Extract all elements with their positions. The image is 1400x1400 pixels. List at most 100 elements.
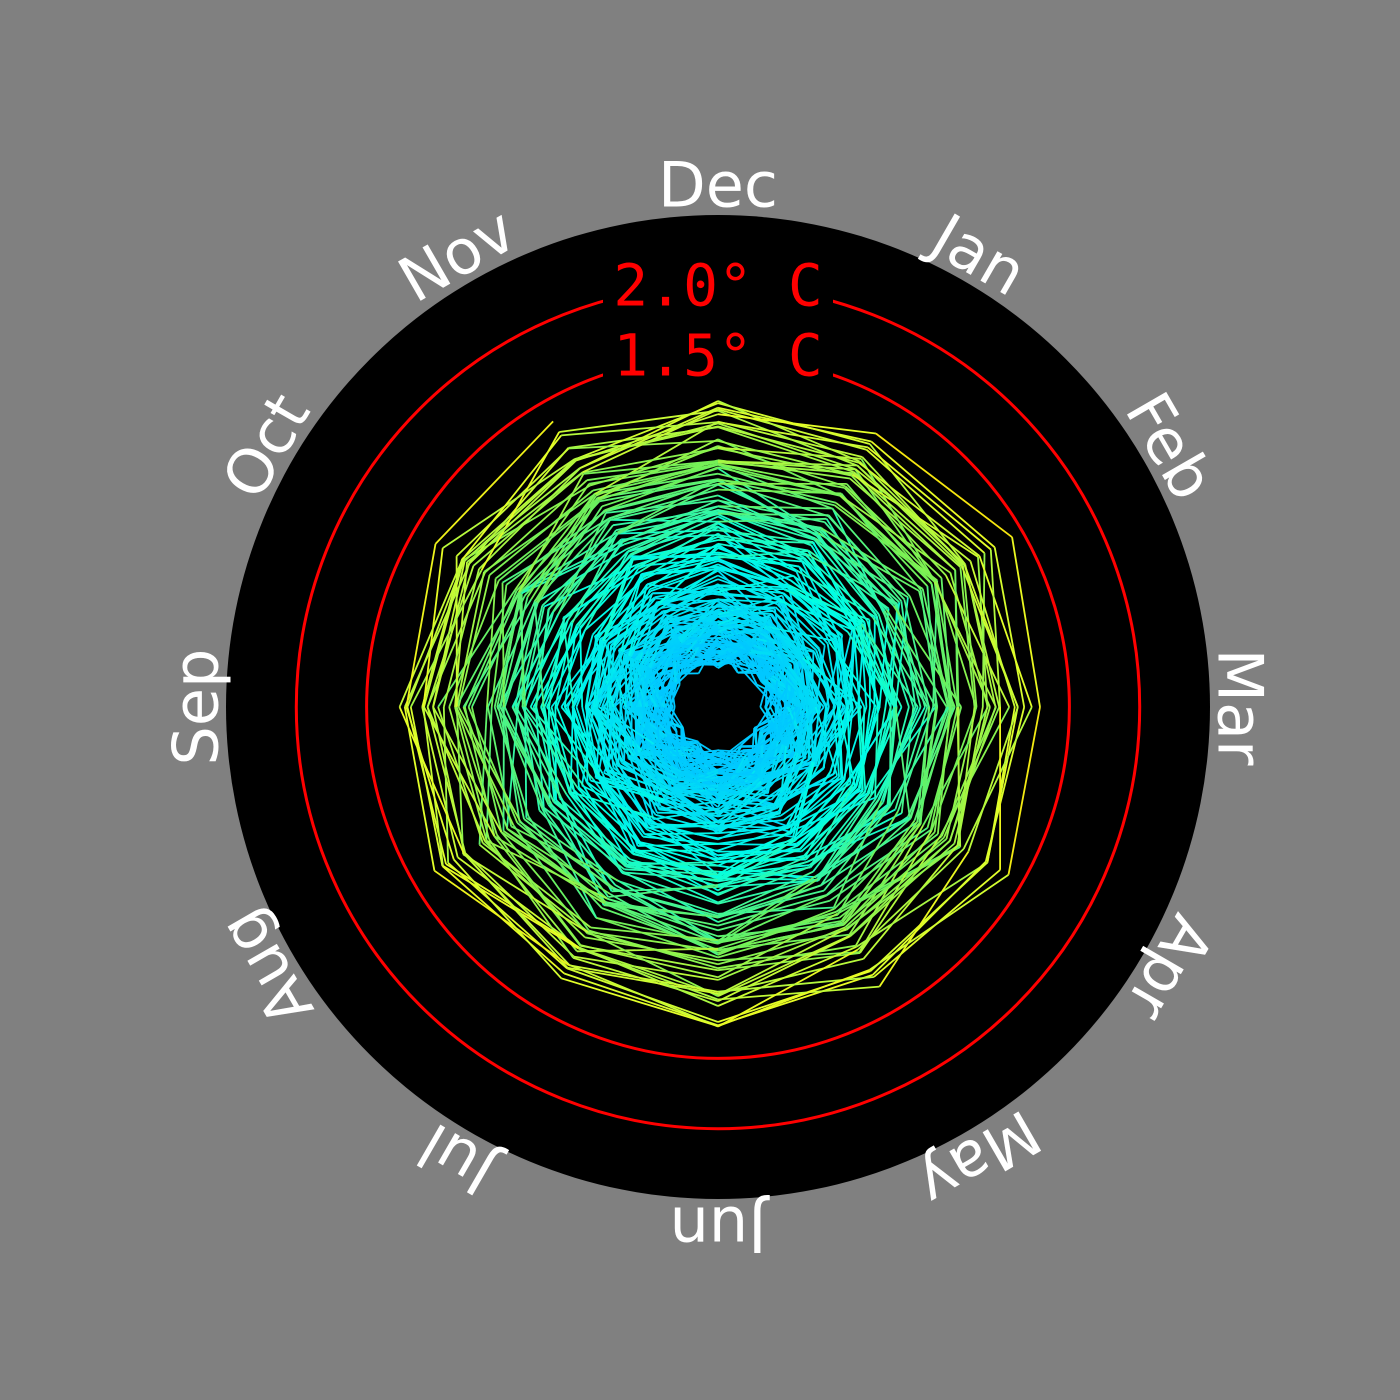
spiral-segment bbox=[717, 642, 750, 655]
spiral-segment bbox=[762, 680, 802, 708]
spiral-segment bbox=[806, 812, 903, 863]
spiral-segment bbox=[717, 478, 841, 496]
spiral-segment bbox=[618, 620, 669, 651]
spiral-segment bbox=[837, 810, 899, 916]
spiral-segment bbox=[454, 562, 468, 708]
spiral-segment bbox=[857, 706, 864, 791]
spiral-segment bbox=[523, 618, 566, 708]
spiral-segment bbox=[410, 569, 483, 708]
spiral-segment bbox=[635, 536, 719, 566]
spiral-segment bbox=[777, 761, 815, 813]
spiral-segment bbox=[658, 740, 688, 762]
spiral-segment bbox=[520, 543, 625, 595]
spiral-segment bbox=[962, 565, 978, 708]
spiral-segment bbox=[823, 805, 891, 892]
spiral-segment bbox=[858, 462, 981, 557]
spiral-segment bbox=[746, 734, 767, 759]
spiral-segment bbox=[717, 604, 765, 629]
spiral-segment bbox=[956, 706, 976, 846]
spiral-segment bbox=[717, 771, 758, 776]
spiral-segment bbox=[717, 406, 872, 443]
spiral-segment bbox=[862, 844, 959, 960]
spiral-segment bbox=[717, 894, 828, 945]
spiral-segment bbox=[601, 907, 719, 951]
spiral-segment bbox=[455, 591, 520, 708]
spiral-segment bbox=[749, 651, 773, 677]
spiral-segment bbox=[587, 931, 719, 998]
spiral-segment bbox=[874, 706, 879, 798]
spiral-segment bbox=[849, 842, 955, 937]
spiral-segment bbox=[434, 420, 554, 545]
spiral-segment bbox=[512, 706, 555, 803]
spiral-segment bbox=[503, 602, 539, 708]
spiral-segment bbox=[634, 706, 641, 753]
spiral-segment bbox=[717, 566, 788, 588]
spiral-segment bbox=[816, 815, 909, 881]
spiral-segment bbox=[867, 706, 892, 795]
spiral-segment bbox=[717, 480, 829, 517]
spiral-segment bbox=[867, 446, 992, 551]
spiral-segment bbox=[624, 868, 719, 876]
spiral-segment bbox=[490, 584, 508, 708]
spiral-segment bbox=[548, 706, 571, 794]
spiral-segment bbox=[717, 922, 844, 938]
threshold-rings: 1.5° C2.0° C bbox=[294, 251, 1142, 1131]
spiral-segment bbox=[617, 513, 719, 534]
spiral-segment bbox=[717, 934, 851, 998]
spiral-segment bbox=[517, 605, 544, 708]
spiral-segment bbox=[977, 556, 989, 708]
spiral-segment bbox=[717, 598, 774, 613]
spiral-segment bbox=[655, 706, 660, 742]
spiral-segment bbox=[668, 604, 719, 623]
spiral-segment bbox=[590, 706, 621, 765]
spiral-segment bbox=[594, 420, 719, 495]
spiral-segment bbox=[609, 518, 719, 523]
spiral-segment bbox=[717, 800, 787, 827]
spiral-segment bbox=[717, 447, 852, 477]
spiral-segment bbox=[717, 899, 831, 932]
spiral-segment bbox=[637, 843, 719, 847]
spiral-segment bbox=[1011, 537, 1041, 708]
spiral-segment bbox=[745, 736, 772, 756]
spiral-segment bbox=[433, 869, 570, 967]
spiral-segment bbox=[454, 706, 490, 840]
spiral-segment bbox=[795, 661, 812, 708]
spiral-segment bbox=[631, 706, 647, 749]
spiral-segment bbox=[717, 422, 856, 470]
spiral-segment bbox=[842, 706, 868, 780]
spiral-segment bbox=[598, 774, 650, 829]
spiral-segment bbox=[840, 635, 849, 708]
spiral-segment bbox=[790, 579, 854, 631]
spiral-segment bbox=[606, 770, 653, 822]
spiral-segment bbox=[801, 561, 841, 638]
spiral-segment bbox=[664, 798, 719, 818]
month-label-dec: Dec bbox=[658, 149, 778, 222]
spiral-segment bbox=[608, 769, 670, 793]
spiral-segment bbox=[817, 532, 920, 592]
spiral-segment bbox=[880, 706, 917, 802]
spiral-segment bbox=[612, 573, 643, 648]
threshold-label: 2.0° C bbox=[613, 251, 823, 319]
spiral-segment bbox=[717, 877, 818, 881]
spiral-segment bbox=[668, 684, 681, 708]
spiral-segment bbox=[608, 488, 719, 520]
spiral-segment bbox=[805, 554, 874, 619]
spiral-segment bbox=[592, 576, 644, 636]
spiral-segment bbox=[579, 400, 719, 469]
spiral-segment bbox=[794, 792, 868, 841]
spiral-segment bbox=[717, 878, 818, 905]
spiral-segment bbox=[545, 629, 586, 708]
spiral-segment bbox=[919, 589, 939, 708]
spiral-segment bbox=[560, 797, 613, 892]
spiral-segment bbox=[463, 853, 570, 966]
spiral-segment bbox=[717, 928, 847, 966]
spiral-segment bbox=[806, 816, 911, 863]
month-label-sep: Sep bbox=[160, 649, 233, 766]
spiral-segment bbox=[634, 618, 668, 660]
spiral-segment bbox=[554, 622, 574, 708]
spiral-segment bbox=[561, 421, 719, 437]
spiral-segment bbox=[717, 426, 854, 473]
spiral-segment bbox=[495, 497, 599, 580]
spiral-segment bbox=[820, 527, 924, 590]
spiral-segment bbox=[717, 923, 844, 952]
